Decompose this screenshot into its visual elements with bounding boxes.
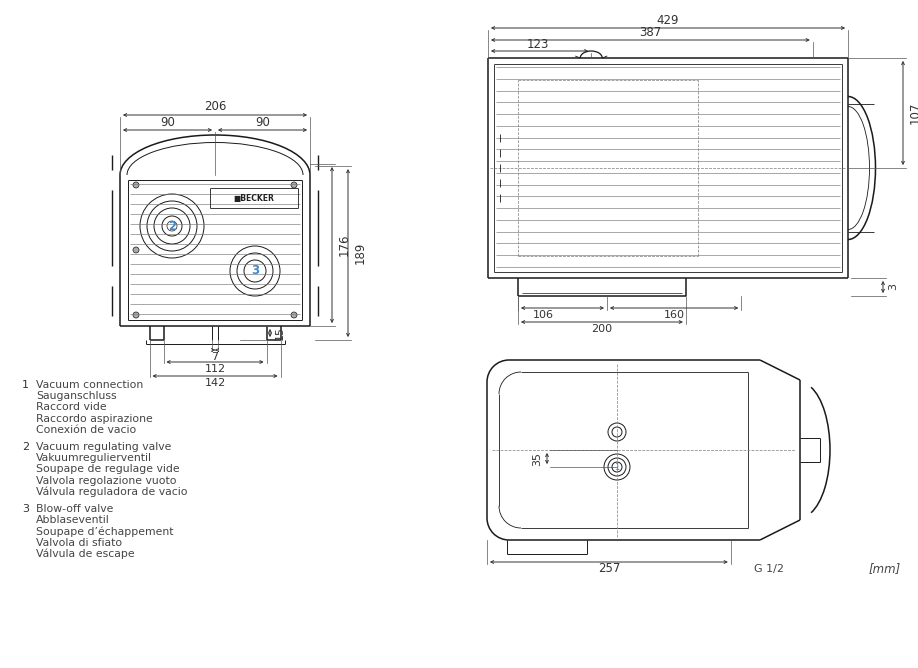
Text: Vacuum connection: Vacuum connection [36,380,143,390]
Text: Soupape d’échappement: Soupape d’échappement [36,526,174,537]
Text: 2: 2 [168,220,176,232]
Circle shape [133,247,139,253]
Text: Abblaseventil: Abblaseventil [36,515,110,525]
Text: 429: 429 [656,13,679,27]
Text: 3: 3 [251,265,259,277]
Text: 1: 1 [22,380,29,390]
Circle shape [133,312,139,318]
Text: Blow-off valve: Blow-off valve [36,504,114,514]
Text: 90: 90 [255,116,270,130]
Text: Valvola regolazione vuoto: Valvola regolazione vuoto [36,476,176,486]
Text: 15: 15 [275,326,285,340]
Text: 35: 35 [532,452,542,466]
Text: Valvola di sfiato: Valvola di sfiato [36,538,122,548]
Text: ■BECKER: ■BECKER [233,194,274,202]
Text: 106: 106 [532,310,554,320]
Text: 107: 107 [909,102,918,124]
Text: 123: 123 [527,39,549,51]
Text: Raccordo aspirazione: Raccordo aspirazione [36,413,152,424]
Text: Soupape de regulage vide: Soupape de regulage vide [36,464,180,474]
Text: Válvula de escape: Válvula de escape [36,549,135,559]
Circle shape [291,312,297,318]
Text: Raccord vide: Raccord vide [36,402,106,412]
Text: Vacuum regulating valve: Vacuum regulating valve [36,442,172,452]
Text: 206: 206 [204,100,226,114]
Text: 90: 90 [160,116,175,130]
Text: 160: 160 [664,310,685,320]
Text: Vakuumregulierventil: Vakuumregulierventil [36,453,152,463]
Text: 2: 2 [22,442,29,452]
Text: Sauganschluss: Sauganschluss [36,391,117,401]
Text: 200: 200 [591,324,612,334]
Circle shape [133,182,139,188]
Text: 387: 387 [639,27,662,39]
Text: Conexión de vacio: Conexión de vacio [36,425,136,435]
Text: G 1/2: G 1/2 [754,564,784,574]
Text: 257: 257 [598,562,620,576]
Text: 3: 3 [22,504,29,514]
Text: Válvula reguladora de vacio: Válvula reguladora de vacio [36,487,187,497]
Circle shape [291,182,297,188]
Text: [mm]: [mm] [868,562,901,576]
Text: 1: 1 [614,462,620,472]
Text: 3: 3 [888,283,898,291]
Text: 7: 7 [211,352,218,362]
Text: 142: 142 [205,378,226,388]
Text: 189: 189 [353,242,366,265]
Text: 176: 176 [338,234,351,257]
Text: 112: 112 [205,364,226,374]
